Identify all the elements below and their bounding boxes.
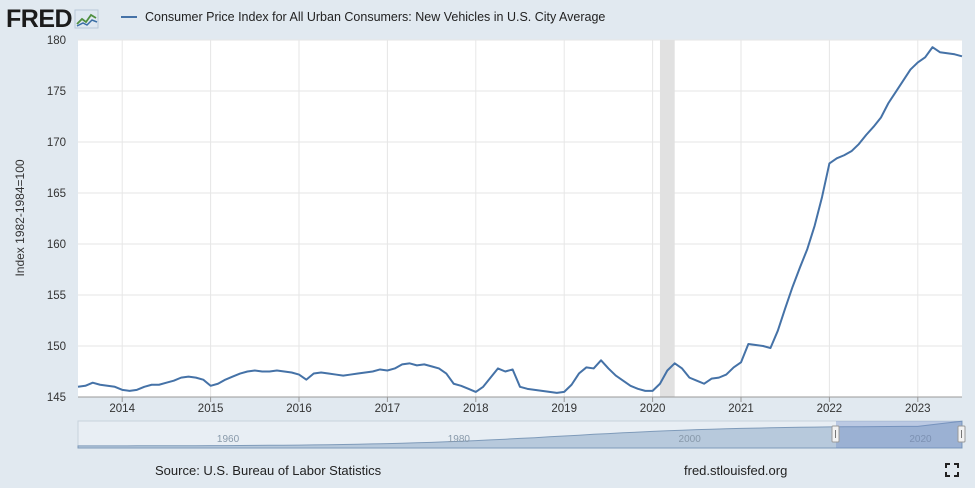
y-tick-label: 160 <box>47 239 66 251</box>
range-navigator[interactable]: 1960 1980 2000 2020 <box>77 420 966 449</box>
navigator-year-label: 2020 <box>909 434 932 445</box>
x-tick-label: 2018 <box>463 403 489 415</box>
recession-layer <box>659 40 675 397</box>
site-url[interactable]: fred.stlouisfed.org <box>684 463 788 478</box>
navigator-year-label: 1960 <box>217 434 240 445</box>
x-tick-label: 2020 <box>640 403 666 415</box>
y-axis: 145 150 155 160 165 170 175 180 <box>47 35 66 404</box>
y-tick-label: 150 <box>47 341 66 353</box>
fred-logo-text: FRED <box>6 4 73 33</box>
y-tick-label: 145 <box>47 392 66 404</box>
chart-legend: Consumer Price Index for All Urban Consu… <box>121 10 605 24</box>
navigator-labels: 1960 1980 2000 2020 <box>217 434 932 445</box>
y-tick-label: 165 <box>47 188 66 200</box>
y-axis-title: Index 1982-1984=100 <box>13 159 27 276</box>
x-tick-label: 2016 <box>286 403 312 415</box>
x-tick-label: 2017 <box>375 403 401 415</box>
recession-band <box>659 40 675 397</box>
x-tick-label: 2015 <box>198 403 224 415</box>
x-tick-label: 2019 <box>551 403 577 415</box>
x-tick-label: 2014 <box>109 403 135 415</box>
y-tick-label: 170 <box>47 137 66 149</box>
legend-swatch <box>121 16 137 18</box>
navigator-selection[interactable] <box>836 421 962 448</box>
x-tick-label: 2021 <box>728 403 754 415</box>
source-note: Source: U.S. Bureau of Labor Statistics <box>155 463 382 478</box>
navigator-year-label: 2000 <box>679 434 702 445</box>
legend-label: Consumer Price Index for All Urban Consu… <box>145 10 606 24</box>
x-axis: 2014 2015 2016 2017 2018 2019 2020 2021 2022 2023 <box>78 396 962 415</box>
y-tick-label: 155 <box>47 290 66 302</box>
plot-background <box>78 40 962 397</box>
fullscreen-icon[interactable] <box>945 463 959 477</box>
chart-trend-icon <box>74 9 99 29</box>
y-tick-label: 180 <box>47 35 66 47</box>
y-tick-label: 175 <box>47 86 66 98</box>
series-line <box>77 46 963 394</box>
x-tick-label: 2022 <box>817 403 843 415</box>
fred-logo[interactable]: FRED <box>6 4 100 33</box>
navigator-year-label: 1980 <box>448 434 471 445</box>
x-tick-label: 2023 <box>905 403 931 415</box>
